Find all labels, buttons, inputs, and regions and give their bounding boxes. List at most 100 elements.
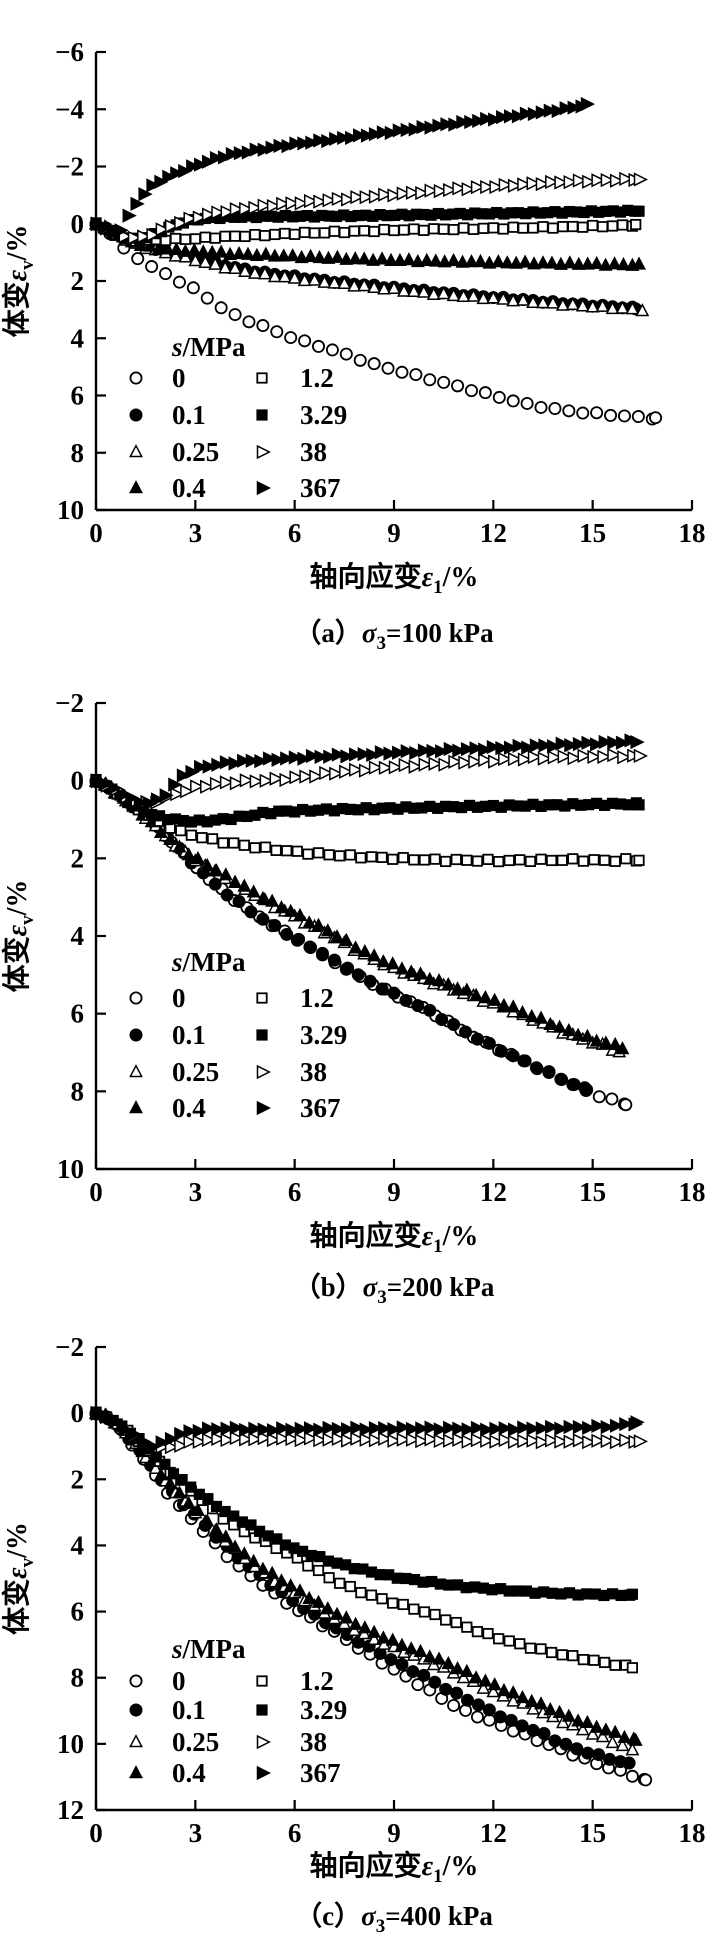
- legend-title: s/MPa: [171, 332, 246, 362]
- x-tick-label: 6: [288, 1818, 302, 1848]
- y-tick-labels: −2 0 2 4 6 8 10 12: [55, 1332, 84, 1825]
- x-axis-label: 轴向应变ε1/%: [310, 1849, 479, 1887]
- legend-label: 38: [300, 437, 327, 467]
- legend-label: 1.2: [300, 1666, 334, 1696]
- x-tick-label: 12: [480, 1177, 507, 1207]
- x-tick-labels: 0 3 6 9 12 15 18: [89, 518, 705, 548]
- legend-label: 367: [300, 473, 341, 503]
- series-s-0.4-MPa: [89, 215, 646, 271]
- x-tick-label: 0: [89, 1818, 103, 1848]
- y-tick-labels: −2 0 2 4 6 8 10: [55, 688, 84, 1184]
- chart-caption: （c）σ3=400 kPa: [295, 1901, 493, 1937]
- chart-background: [0, 0, 712, 660]
- x-tick-label: 3: [189, 1177, 203, 1207]
- y-tick-label: 10: [57, 1729, 84, 1759]
- y-tick-label: 6: [71, 381, 85, 411]
- x-tick-label: 0: [89, 518, 103, 548]
- y-tick-label: 8: [71, 1663, 85, 1693]
- legend-label: 38: [300, 1057, 327, 1087]
- legend-label: 0.25: [172, 437, 219, 467]
- x-tick-label: 9: [387, 1818, 401, 1848]
- y-tick-label: 6: [71, 1597, 85, 1627]
- y-tick-label: 2: [71, 266, 85, 296]
- series-s-367-MPa: [90, 97, 596, 239]
- x-tick-label: 15: [579, 1818, 606, 1848]
- y-tick-label: 2: [71, 843, 85, 873]
- y-tick-label: 8: [71, 438, 85, 468]
- legend-title: s/MPa: [171, 947, 246, 977]
- x-tick-label: 6: [288, 1177, 302, 1207]
- series-s-367-MPa: [90, 733, 645, 812]
- y-tick-label: 0: [71, 766, 85, 796]
- legend-label: 0.25: [172, 1057, 219, 1087]
- legend-label: 3.29: [300, 400, 347, 430]
- x-tick-label: 0: [89, 1177, 103, 1207]
- legend-label: 3.29: [300, 1020, 347, 1050]
- chart-b: −2 0 2 4 6 8 10 0 3 6 9 12 15 18 s/MPa 0 1.2 0.1 3.29 0.25 3…: [0, 660, 712, 1320]
- legend-title: s/MPa: [171, 1634, 246, 1664]
- y-tick-label: −2: [55, 1332, 84, 1362]
- legend-label: 0: [172, 1666, 186, 1696]
- y-tick-label: −6: [55, 37, 84, 67]
- legend-label: 0.4: [172, 1093, 206, 1123]
- chart-caption: （b）σ3=200 kPa: [294, 1272, 495, 1308]
- series-s-38-MPa: [90, 1405, 648, 1455]
- series-s-0.4-MPa: [89, 1405, 643, 1746]
- y-tick-label: −2: [55, 688, 84, 718]
- y-axis-label: 体变εv/%: [0, 880, 38, 993]
- y-axis-label: 体变εv/%: [0, 225, 38, 338]
- legend-label: 0.25: [172, 1727, 219, 1757]
- legend-label: 0.4: [172, 473, 206, 503]
- y-tick-label: 4: [71, 1530, 85, 1560]
- y-tick-label: 4: [71, 323, 85, 353]
- y-tick-label: 10: [57, 1154, 84, 1184]
- y-axis-label: 体变εv/%: [0, 1522, 38, 1635]
- legend-label: 38: [300, 1727, 327, 1757]
- y-tick-labels: −6 −4 −2 0 2 4 6 8 10: [55, 37, 84, 525]
- series-s-367-MPa: [90, 1406, 645, 1454]
- x-tick-label: 15: [579, 1177, 606, 1207]
- legend-label: 1.2: [300, 363, 334, 393]
- y-tick-label: 10: [57, 495, 84, 525]
- chart-a: −6 −4 −2 0 2 4 6 8 10 0 3 6 9 12 15 18 s/MPa 0 1.2 0.1 3.29 0…: [0, 0, 712, 660]
- x-tick-label: 18: [679, 518, 706, 548]
- x-tick-label: 12: [480, 518, 507, 548]
- x-tick-label: 3: [189, 518, 203, 548]
- y-tick-label: −4: [55, 94, 84, 124]
- x-tick-label: 15: [579, 518, 606, 548]
- axes: [94, 1345, 694, 1812]
- legend-label: 0: [172, 983, 186, 1013]
- legend-label: 0.1: [172, 400, 206, 430]
- x-tick-labels: 0 3 6 9 12 15 18: [89, 1177, 705, 1207]
- legend-label: 0.1: [172, 1695, 206, 1725]
- y-tick-label: 0: [71, 1398, 85, 1428]
- y-tick-label: 2: [71, 1464, 85, 1494]
- series-s-1.2-MPa: [90, 774, 645, 868]
- x-tick-labels: 0 3 6 9 12 15 18: [89, 1818, 705, 1848]
- y-tick-label: −2: [55, 152, 84, 182]
- x-tick-label: 18: [679, 1177, 706, 1207]
- x-tick-label: 18: [679, 1818, 706, 1848]
- legend-label: 367: [300, 1758, 341, 1788]
- series-s-3.29-MPa: [90, 773, 645, 828]
- series-s-38-MPa: [90, 748, 648, 810]
- chart-c: −2 0 2 4 6 8 10 12 0 3 6 9 12 15 18 s/MPa 0 1.2 0.1 3.29 0.2…: [0, 1320, 712, 1944]
- x-tick-label: 3: [189, 1818, 203, 1848]
- legend-label: 0.1: [172, 1020, 206, 1050]
- legend-label: 1.2: [300, 983, 334, 1013]
- chart-caption: （a）σ3=100 kPa: [294, 618, 494, 654]
- legend-label: 3.29: [300, 1695, 347, 1725]
- y-tick-label: 4: [71, 921, 85, 951]
- series-s-1.2-MPa: [90, 1406, 639, 1674]
- y-tick-label: 0: [71, 209, 85, 239]
- x-axis-label: 轴向应变ε1/%: [310, 560, 479, 598]
- y-tick-label: 8: [71, 1076, 85, 1106]
- series-s-0-MPa: [89, 217, 663, 426]
- x-tick-label: 6: [288, 518, 302, 548]
